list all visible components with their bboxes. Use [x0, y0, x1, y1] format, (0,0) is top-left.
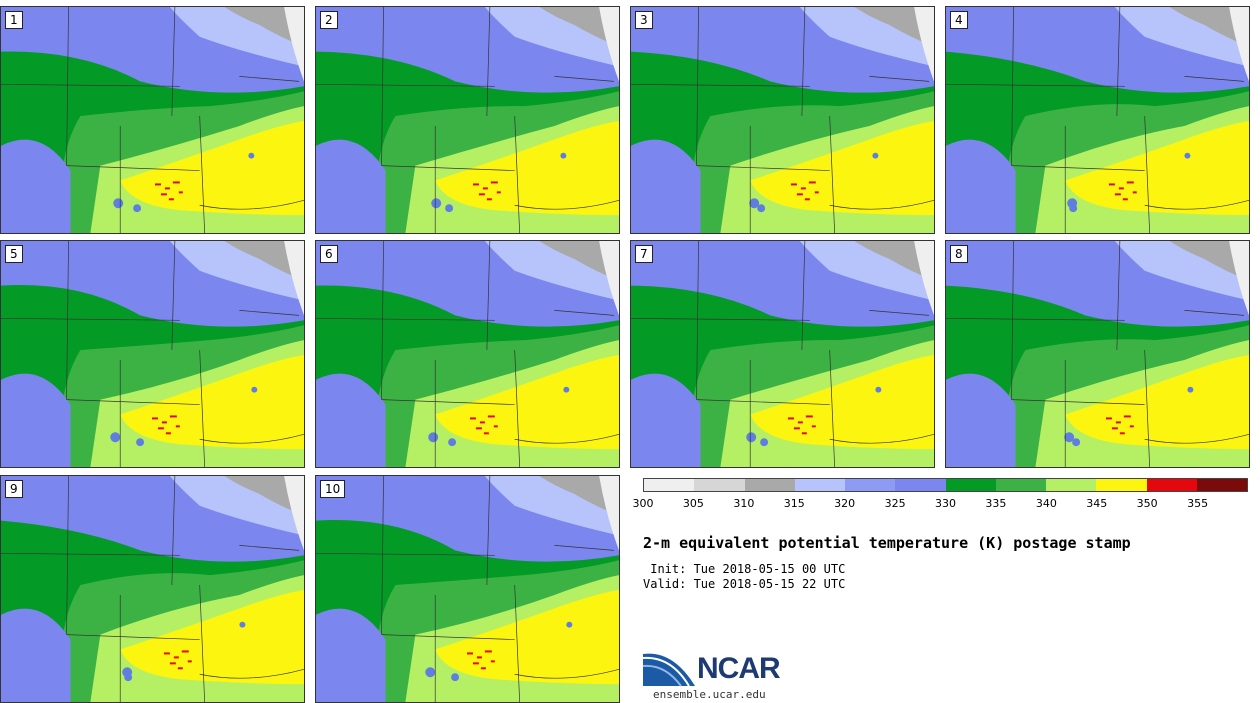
colorbar-swatch [794, 479, 845, 491]
colorbar-swatch [945, 479, 996, 491]
colorbar-swatch [895, 479, 946, 491]
valid-time: Valid: Tue 2018-05-15 22 UTC [643, 577, 846, 591]
member-label: 6 [320, 245, 338, 263]
colorbar-swatch [1096, 479, 1147, 491]
member-label: 7 [635, 245, 653, 263]
postage-stamp-3: 3 [630, 6, 935, 234]
postage-stamp-1: 1 [0, 6, 305, 234]
colorbar-tick-label: 350 [1136, 497, 1158, 510]
member-label: 3 [635, 11, 653, 29]
colorbar-tick-label: 325 [884, 497, 906, 510]
member-label: 4 [950, 11, 968, 29]
colorbar-swatch [694, 479, 745, 491]
postage-stamp-6: 6 [315, 240, 620, 468]
colorbar-swatch [995, 479, 1046, 491]
logo-wordmark: NCAR [697, 652, 781, 685]
colorbar-swatch [1046, 479, 1097, 491]
colorbar-swatch [1196, 479, 1247, 491]
colorbar-tick-label: 315 [783, 497, 805, 510]
colorbar-tick-label: 300 [632, 497, 654, 510]
colorbar-swatch [644, 479, 695, 491]
postage-stamp-10: 10 [315, 475, 620, 703]
colorbar [643, 478, 1248, 492]
colorbar-tick-label: 310 [733, 497, 755, 510]
member-label: 8 [950, 245, 968, 263]
colorbar-tick-label: 335 [985, 497, 1007, 510]
member-label: 2 [320, 11, 338, 29]
postage-stamp-7: 7 [630, 240, 935, 468]
member-label: 5 [5, 245, 23, 263]
colorbar-tick-label: 340 [1035, 497, 1057, 510]
colorbar-ticks: 300 305 310 315 320 325 330 335 340 345 350 355 [633, 497, 1248, 511]
member-label: 10 [320, 480, 346, 498]
member-label: 1 [5, 11, 23, 29]
colorbar-tick-label: 355 [1187, 497, 1209, 510]
postage-stamp-5: 5 [0, 240, 305, 468]
colorbar-swatch [1146, 479, 1197, 491]
colorbar-swatch [744, 479, 795, 491]
colorbar-tick-label: 320 [834, 497, 856, 510]
colorbar-tick-label: 330 [935, 497, 956, 510]
postage-stamp-8: 8 [945, 240, 1250, 468]
colorbar-tick-label: 345 [1086, 497, 1108, 510]
member-label: 9 [5, 480, 23, 498]
postage-stamp-4: 4 [945, 6, 1250, 234]
plot-title: 2-m equivalent potential temperature (K)… [643, 534, 1131, 552]
postage-stamp-2: 2 [315, 6, 620, 234]
colorbar-tick-label: 305 [682, 497, 704, 510]
colorbar-swatch [845, 479, 896, 491]
site-url[interactable]: ensemble.ucar.edu [653, 688, 766, 701]
postage-stamp-9: 9 [0, 475, 305, 703]
init-time: Init: Tue 2018-05-15 00 UTC [643, 562, 846, 576]
ncar-logo-icon [643, 653, 695, 687]
